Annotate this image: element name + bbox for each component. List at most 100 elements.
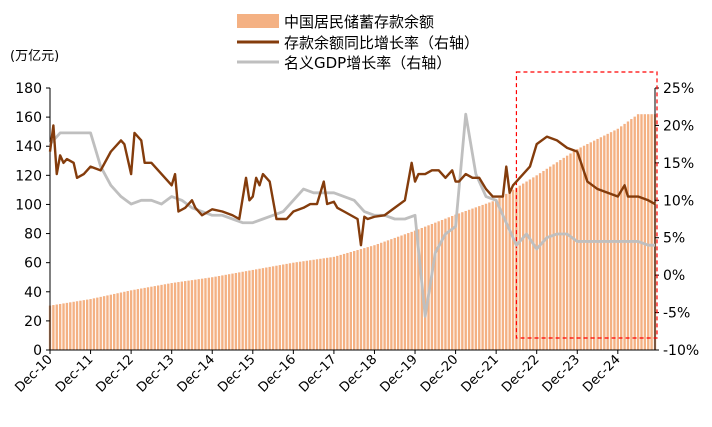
right-tick-label: 25% <box>663 81 694 97</box>
bar <box>285 263 288 350</box>
bar <box>643 114 647 350</box>
bar <box>572 151 576 350</box>
bar <box>528 179 532 350</box>
bar <box>173 282 177 350</box>
bar <box>319 258 322 350</box>
bar <box>650 114 653 350</box>
bar <box>207 277 211 350</box>
bar <box>346 252 349 350</box>
left-tick-label: 80 <box>24 227 42 243</box>
bar <box>430 223 434 350</box>
bar <box>592 140 596 350</box>
bar <box>258 268 261 350</box>
bar <box>400 235 403 350</box>
bar <box>268 266 271 350</box>
bar <box>620 126 623 350</box>
bar <box>89 299 92 350</box>
left-tick-label: 0 <box>33 343 42 359</box>
bar <box>160 284 163 350</box>
bar <box>278 265 282 350</box>
bar <box>349 251 352 350</box>
bar <box>187 280 190 350</box>
bar <box>75 301 79 350</box>
bar <box>55 304 58 350</box>
legend-swatch-bar <box>237 14 279 28</box>
bar <box>315 259 319 350</box>
bar <box>254 269 258 350</box>
bar <box>373 245 376 350</box>
highlight-box <box>515 71 658 339</box>
bar <box>366 247 369 350</box>
gdp-growth-line <box>48 112 655 318</box>
bar <box>109 294 113 350</box>
bar <box>200 278 204 350</box>
bar <box>437 221 440 350</box>
x-tick-label: Dec-17 <box>296 352 339 395</box>
axes-layer: 0 20 40 60 80 100 120 140 160 180 -10% -5% 0% 5% 10% 15… <box>12 71 699 396</box>
bar <box>508 191 511 350</box>
bar <box>302 261 305 350</box>
x-tick-label: Dec-18 <box>337 352 380 395</box>
bar <box>494 200 498 350</box>
bar <box>116 293 119 350</box>
bar <box>309 260 312 350</box>
bars-layer <box>48 114 657 351</box>
bar <box>136 289 140 350</box>
bar <box>271 266 275 350</box>
bar <box>423 226 427 350</box>
bar <box>616 128 620 350</box>
bar <box>407 233 410 350</box>
bar <box>146 287 150 350</box>
bar <box>623 123 626 351</box>
bar <box>440 219 444 350</box>
bar <box>633 116 636 350</box>
bar <box>140 288 143 350</box>
bar <box>636 114 640 350</box>
bar <box>153 286 156 350</box>
bar <box>522 183 525 350</box>
bar <box>69 302 72 350</box>
bar <box>579 147 582 350</box>
bar <box>467 209 471 350</box>
deposit-growth-line <box>48 124 656 247</box>
left-tick-label: 180 <box>15 81 42 97</box>
bar <box>194 279 197 350</box>
right-tick-label: -10% <box>663 343 699 359</box>
bar <box>369 246 373 350</box>
bar <box>214 276 217 350</box>
bar <box>244 271 248 350</box>
bar <box>224 274 227 350</box>
bar <box>106 295 109 350</box>
bar <box>380 242 383 350</box>
bar <box>393 237 396 350</box>
x-tick-label: Dec-20 <box>418 352 461 395</box>
bar <box>457 213 461 350</box>
x-tick-label: Dec-13 <box>134 352 177 395</box>
bar <box>454 214 457 350</box>
bar <box>569 153 572 350</box>
bar <box>72 301 75 350</box>
bar <box>403 234 407 350</box>
x-tick-label: Dec-19 <box>377 352 420 395</box>
bar <box>167 283 170 350</box>
legend-label: 名义GDP增长率（右轴） <box>284 54 451 72</box>
bar <box>390 239 393 350</box>
bar <box>518 185 521 350</box>
left-tick-label: 120 <box>15 168 42 184</box>
bar <box>129 290 133 350</box>
bar <box>471 208 474 350</box>
bar <box>163 284 167 350</box>
left-tick-label: 160 <box>15 110 42 126</box>
x-tick-label: Dec-22 <box>499 352 542 395</box>
bar <box>288 263 292 350</box>
bar <box>630 119 633 350</box>
bar <box>184 281 187 350</box>
bar <box>552 164 555 350</box>
bar <box>58 303 62 350</box>
bar <box>478 206 481 350</box>
bar <box>336 255 339 350</box>
bar <box>52 305 55 350</box>
bar <box>332 256 336 350</box>
